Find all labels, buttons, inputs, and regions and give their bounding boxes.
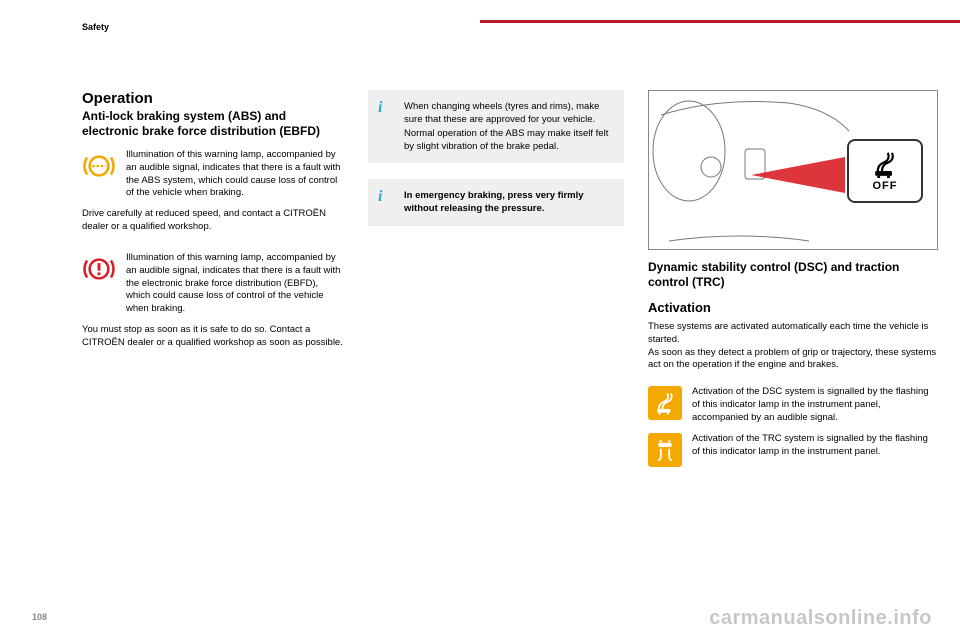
trc-indicator-row: Activation of the TRC system is signalle…	[648, 433, 938, 467]
dsc-indicator-row: Activation of the DSC system is signalle…	[648, 386, 938, 424]
trc-indicator-text: Activation of the TRC system is signalle…	[692, 433, 938, 467]
heading-activation: Activation	[648, 300, 938, 315]
content-columns: Operation Anti-lock braking system (ABS)…	[82, 90, 920, 475]
info-emergency-text: In emergency braking, press very firmly …	[404, 190, 584, 214]
dsc-indicator-icon	[648, 386, 682, 420]
column-middle: i When changing wheels (tyres and rims),…	[368, 90, 624, 475]
accent-bar	[480, 20, 960, 23]
dsc-illustration: OFF	[648, 90, 938, 250]
ebfd-warning-text: Illumination of this warning lamp, accom…	[126, 252, 344, 316]
section-header: Safety	[82, 22, 109, 32]
column-left: Operation Anti-lock braking system (ABS)…	[82, 90, 344, 475]
ebfd-warning-icon	[82, 252, 116, 286]
manual-page: Safety Operation Anti-lock braking syste…	[0, 0, 960, 640]
watermark: carmanualsonline.info	[709, 607, 932, 630]
info-box-wheels: i When changing wheels (tyres and rims),…	[368, 90, 624, 163]
abs-advice-text: Drive carefully at reduced speed, and co…	[82, 208, 344, 234]
activation-text: These systems are activated automaticall…	[648, 321, 938, 372]
info-icon: i	[378, 100, 394, 116]
subheading-abs-ebfd: Anti-lock braking system (ABS) and elect…	[82, 109, 344, 139]
dsc-off-button: OFF	[847, 139, 923, 203]
page-number: 108	[32, 612, 47, 622]
info-wheels-text: When changing wheels (tyres and rims), m…	[404, 101, 608, 152]
heading-operation: Operation	[82, 90, 344, 107]
abs-warning-text: Illumination of this warning lamp, accom…	[126, 149, 344, 200]
subheading-dsc-trc: Dynamic stability control (DSC) and trac…	[648, 260, 938, 290]
info-icon: i	[378, 189, 394, 205]
trc-indicator-icon	[648, 433, 682, 467]
ebfd-warning-row: Illumination of this warning lamp, accom…	[82, 252, 344, 316]
dsc-indicator-text: Activation of the DSC system is signalle…	[692, 386, 938, 424]
abs-warning-row: Illumination of this warning lamp, accom…	[82, 149, 344, 200]
info-box-emergency: i In emergency braking, press very firml…	[368, 179, 624, 226]
dsc-off-label: OFF	[873, 180, 898, 192]
ebfd-advice-text: You must stop as soon as it is safe to d…	[82, 324, 344, 350]
column-right: OFF Dynamic stability control (DSC) and …	[648, 90, 938, 475]
abs-warning-icon	[82, 149, 116, 183]
